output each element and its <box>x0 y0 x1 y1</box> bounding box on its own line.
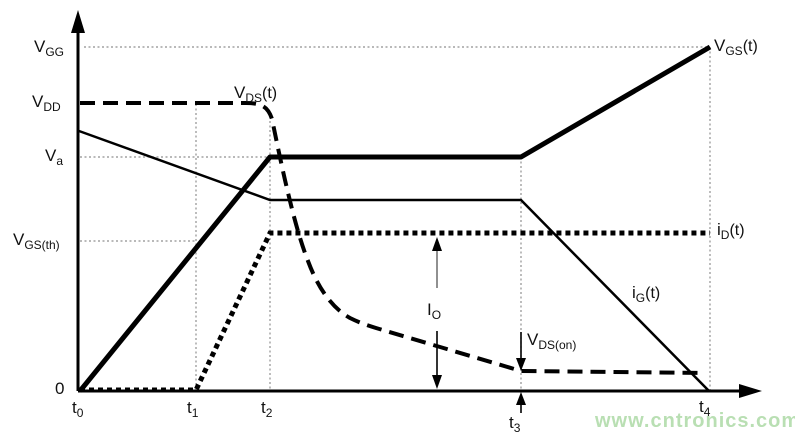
io-annotation-label: IO <box>424 300 445 321</box>
x-label-t2: t2 <box>261 398 273 420</box>
y-axis-arrow-icon <box>71 10 85 33</box>
x-axis-arrow-icon <box>739 384 762 398</box>
x-label-t3: t3 <box>509 413 521 435</box>
gridlines <box>80 46 711 390</box>
id-curve-label: iD(t) <box>717 220 745 242</box>
ig-curve-label: iG(t) <box>632 283 661 305</box>
y-label-vgsth: VGS(th) <box>13 230 60 252</box>
y-label-zero: 0 <box>55 379 65 398</box>
vgs-curve <box>78 44 712 393</box>
vdson-arrow-down-icon <box>516 358 526 371</box>
t3-pointer-up-icon <box>516 392 526 405</box>
io-arrow-up-icon <box>432 237 442 251</box>
y-label-vdd: VDD <box>32 92 61 114</box>
y-label-va: Va <box>45 146 64 168</box>
vgs-curve-label: VGS(t) <box>714 36 758 58</box>
x-label-t4: t4 <box>699 397 711 419</box>
y-label-vgg: VGG <box>34 37 65 59</box>
x-label-t0: t0 <box>72 398 84 420</box>
x-label-t1: t1 <box>187 398 199 420</box>
id-curve <box>80 230 710 393</box>
vds-curve-label: VDS(t) <box>234 83 278 105</box>
io-arrow-down-icon <box>432 375 442 389</box>
vds-curve <box>80 101 706 375</box>
vdson-annotation-label: VDS(on) <box>526 330 578 352</box>
watermark-text: www.cntronics.com <box>595 410 795 432</box>
ig-curve <box>78 129 710 392</box>
